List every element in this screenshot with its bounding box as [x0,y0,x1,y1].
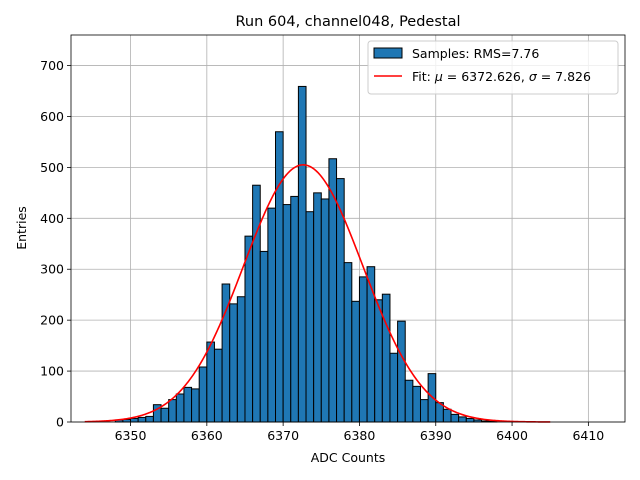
x-tick-label: 6390 [420,428,452,443]
x-tick-label: 6350 [115,428,147,443]
histogram-bar [442,408,452,423]
histogram-bar [229,303,238,423]
histogram-bar [282,204,292,423]
histogram-bar [320,198,330,423]
histogram-bar [389,352,399,423]
histogram-bar [175,393,185,423]
histogram-bar [313,192,322,423]
histogram-bar [290,195,299,423]
histogram-bar [305,211,315,423]
x-tick-label: 6360 [191,428,223,443]
y-axis-ticks: 0 100 200 300 400 500 600 700 [40,58,71,430]
histogram-bar [343,262,353,423]
histogram-bar [358,276,368,423]
histogram-bar [213,348,223,423]
histogram-bar [137,416,147,423]
histogram-bar [465,417,475,423]
histogram-bar [419,399,429,423]
x-tick-label: 6370 [267,428,299,443]
y-tick-label: 700 [40,58,64,73]
legend: Samples: RMS=7.76 Fit: μ = 6372.626, σ =… [367,40,619,95]
y-tick-label: 300 [40,262,64,277]
y-tick-label: 200 [40,313,64,328]
histogram-bar [397,320,406,423]
histogram-bar [404,379,414,423]
histogram-bar [236,296,246,423]
y-tick-label: 400 [40,211,64,226]
histogram-bar [168,399,177,423]
y-tick-label: 100 [40,364,64,379]
histogram-bar [381,293,391,423]
y-tick-label: 600 [40,109,64,124]
histogram-bar [351,300,360,423]
legend-label-samples: Samples: RMS=7.76 [412,46,539,61]
y-tick-label: 0 [56,415,64,430]
histogram-bar [275,131,284,423]
y-tick-label: 500 [40,160,64,175]
histogram-bar [366,266,376,423]
legend-box [367,40,619,95]
histogram-bar [191,388,200,423]
histogram-bar [244,235,254,423]
histogram-bar [297,85,307,423]
histogram-bar [458,416,467,423]
chart-title: Run 604, channel048, Pedestal [235,14,460,30]
histogram-bar [145,415,154,423]
histogram-bar [206,341,215,423]
x-axis-label: ADC Counts [311,450,386,465]
histogram-bar [412,385,421,423]
histogram-bar [198,366,208,423]
x-tick-label: 6410 [572,428,604,443]
x-tick-label: 6400 [496,428,528,443]
histogram-bar [183,386,193,423]
y-axis-label: Entries [14,206,29,250]
histogram-bar [160,407,170,423]
grid [71,35,625,423]
histogram-bar [252,184,261,423]
histogram-bars [114,85,498,423]
legend-swatch-samples [373,47,403,59]
plot-frame [70,34,626,423]
histogram-bar [259,250,269,423]
gaussian-fit-curve [84,164,551,423]
histogram-bar [130,417,139,423]
x-axis-ticks: 6350 6360 6370 6380 6390 6400 6410 [115,422,604,443]
histogram-bar [374,299,383,423]
legend-label-fit: Fit: μ = 6372.626, σ = 7.826 [412,69,591,84]
x-tick-label: 6380 [344,428,376,443]
histogram-bar [450,413,460,423]
histogram-bar [267,207,277,423]
